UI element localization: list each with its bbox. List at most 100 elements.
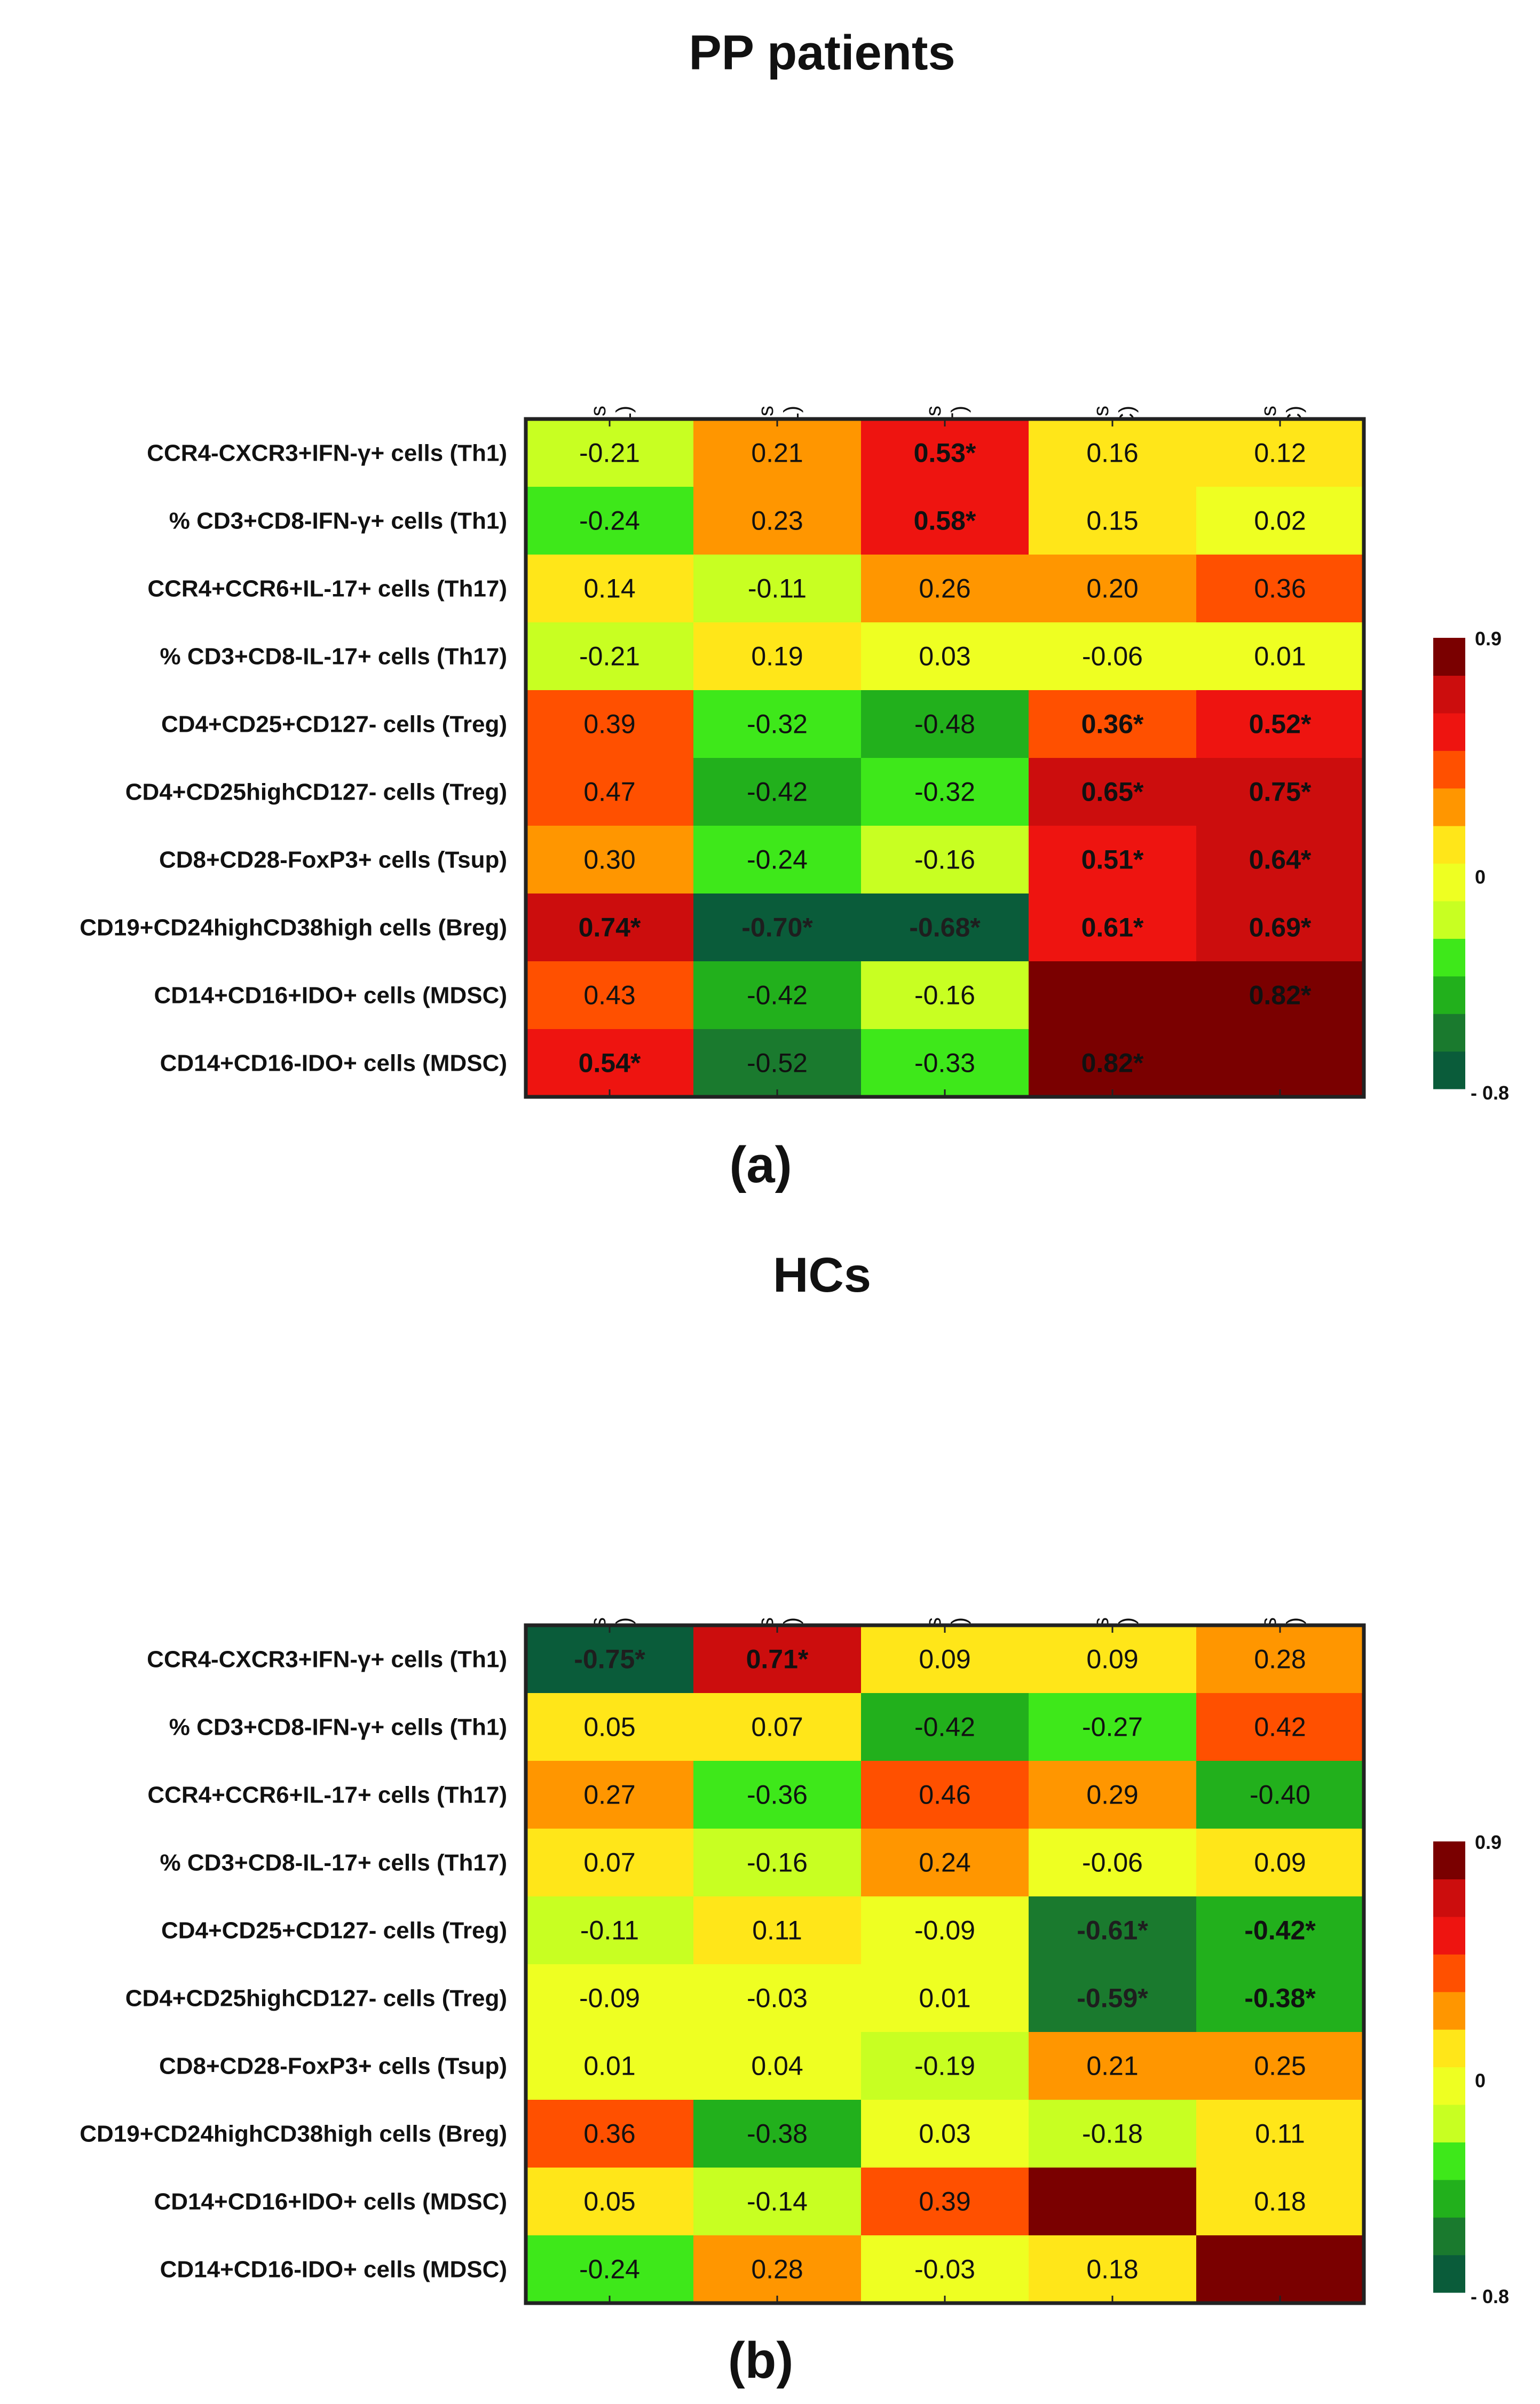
- heatmap-cell: [1029, 1625, 1197, 1694]
- legend-swatch: [1433, 2067, 1465, 2105]
- cell-value-label: 0.64*: [1249, 845, 1312, 875]
- heatmap-cell: [1196, 1625, 1364, 1694]
- heatmap-cell: [861, 555, 1029, 623]
- cell-value-label: 0.46: [919, 1780, 970, 1810]
- heatmap-cell: [526, 1029, 694, 1097]
- row-label: CD19+CD24highCD38high cells (Breg): [80, 915, 507, 941]
- cell-value-label: -0.61*: [1077, 1916, 1148, 1946]
- heatmap-cell: [526, 893, 694, 962]
- cell-value-label: -0.33: [914, 1048, 975, 1078]
- heatmap-cell: [526, 622, 694, 691]
- heatmap-cell: [693, 893, 862, 962]
- row-label: CD14+CD16-IDO+ cells (MDSC): [160, 1050, 507, 1077]
- heatmap-cell: [526, 690, 694, 758]
- cell-value-label: 0.07: [751, 1712, 803, 1742]
- heatmap-cell: [861, 1693, 1029, 1761]
- cell-value-label: 0.18: [1086, 2255, 1138, 2284]
- heatmap-cell: [1196, 2168, 1364, 2236]
- legend-swatch: [1433, 863, 1465, 902]
- row-label: CCR4+CCR6+IL-17+ cells (Th17): [147, 1782, 507, 1808]
- cell-value-label: 0.16: [1086, 438, 1138, 468]
- heatmap-cell: [526, 1693, 694, 1761]
- heatmap-cell: [1029, 419, 1197, 487]
- heatmap-cell: [861, 826, 1029, 894]
- legend-swatch: [1433, 713, 1465, 751]
- cell-value-label: 0.24: [919, 1848, 970, 1878]
- heatmap-cell: [1196, 2100, 1364, 2168]
- heatmap-cell: [693, 419, 862, 487]
- cell-value-label: 0.19: [751, 642, 803, 671]
- cell-value-label: -0.03: [914, 2255, 975, 2284]
- legend-swatch: [1433, 2029, 1465, 2068]
- row-label: CD8+CD28-FoxP3+ cells (Tsup): [159, 847, 507, 873]
- heatmap-cell: [526, 961, 694, 1030]
- cell-value-label: 0.65*: [1081, 777, 1144, 807]
- legend-swatch: [1433, 1879, 1465, 1917]
- heatmap-cell: [1029, 1029, 1197, 1097]
- cell-value-label: 0.14: [583, 574, 635, 604]
- heatmap-cell: [693, 555, 862, 623]
- legend-swatch: [1433, 1841, 1465, 1880]
- heatmap-cell: [693, 1829, 862, 1897]
- heatmap-cell: [693, 1625, 862, 1694]
- cell-value-label: 0.47: [583, 777, 635, 807]
- heatmap-cell: [861, 419, 1029, 487]
- cell-value-label: 0.75*: [1249, 777, 1312, 807]
- heatmap-cell: [693, 2032, 862, 2100]
- cell-value-label: -0.27: [1082, 1712, 1143, 1742]
- cell-value-label: 0.12: [1254, 438, 1306, 468]
- row-label: CD14+CD16+IDO+ cells (MDSC): [154, 2189, 507, 2215]
- heatmap-cell: [1196, 893, 1364, 962]
- heatmap-cell: [526, 2235, 694, 2304]
- heatmap-cell: [526, 419, 694, 487]
- heatmap-cell: [861, 758, 1029, 826]
- heatmap-panel-hcs: HCsCD14highCD16- cells(CL)CD14+CD16high …: [80, 1248, 1509, 2389]
- cell-value-label: 0.15: [1086, 506, 1138, 536]
- heatmap-cell: [1029, 2168, 1197, 2236]
- panel-label: (b): [728, 2332, 794, 2389]
- heatmap-cell: [1196, 2235, 1364, 2304]
- cell-value-label: -0.38*: [1244, 1983, 1316, 2013]
- heatmap-cell: [526, 1896, 694, 1965]
- cell-value-label: 0.05: [583, 1712, 635, 1742]
- cell-value-label: -0.18: [1082, 2119, 1143, 2149]
- cell-value-label: -0.19: [914, 2051, 975, 2081]
- heatmap-cell: [1029, 487, 1197, 555]
- heatmap-cell: [861, 961, 1029, 1030]
- heatmap-cell: [526, 1964, 694, 2033]
- cell-value-label: -0.11: [580, 1916, 639, 1946]
- legend-swatch: [1433, 1014, 1465, 1052]
- row-label: CD14+CD16-IDO+ cells (MDSC): [160, 2257, 507, 2283]
- cell-value-label: 0.01: [1254, 642, 1306, 671]
- heatmap-cell: [693, 1964, 862, 2033]
- legend-swatch: [1433, 2142, 1465, 2180]
- heatmap-cell: [1029, 826, 1197, 894]
- cell-value-label: -0.68*: [909, 913, 981, 943]
- heatmap-cell: [526, 1761, 694, 1829]
- cell-value-label: -0.06: [1082, 1848, 1143, 1878]
- cell-value-label: 0.39: [919, 2187, 970, 2217]
- cell-value-label: 0.11: [1255, 2119, 1305, 2149]
- legend-swatch: [1433, 1916, 1465, 1955]
- cell-value-label: 0.04: [751, 2051, 803, 2081]
- cell-value-label: -0.75*: [574, 1644, 645, 1674]
- legend-swatch: [1433, 2104, 1465, 2142]
- heatmap-cell: [1029, 2100, 1197, 2168]
- row-label: % CD3+CD8-IL-17+ cells (Th17): [160, 1850, 507, 1876]
- row-label: CCR4+CCR6+IL-17+ cells (Th17): [147, 576, 507, 602]
- legend-swatch: [1433, 900, 1465, 939]
- heatmap-cell: [1196, 1829, 1364, 1897]
- heatmap-panel-pp-patients: PP patientsCD14highCD16- cells(CL)CD14+C…: [80, 26, 1509, 1193]
- legend-swatch: [1433, 1051, 1465, 1089]
- cell-value-label: 0.42: [1254, 1712, 1306, 1742]
- cell-value-label: 0.01: [583, 2051, 635, 2081]
- heatmap-cell: [1196, 1693, 1364, 1761]
- cell-value-label: 0.43: [583, 980, 635, 1010]
- cell-value-label: -0.14: [747, 2187, 808, 2217]
- heatmap-cell: [861, 2235, 1029, 2304]
- cell-value-label: -0.42: [747, 777, 808, 807]
- panel-label: (a): [729, 1136, 792, 1193]
- heatmap-cell: [693, 622, 862, 691]
- cell-value-label: 0.27: [583, 1780, 635, 1810]
- cell-value-label: 0.11: [752, 1916, 802, 1946]
